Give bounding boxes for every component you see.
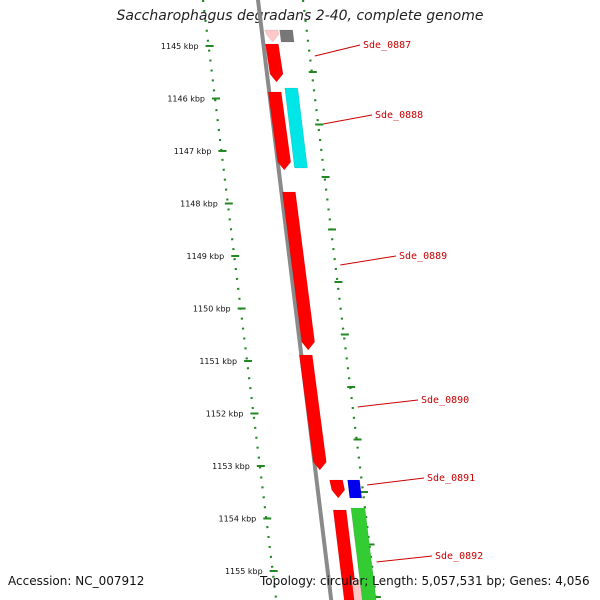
misc-feature-blue	[347, 479, 363, 499]
dotted-guide-lines	[201, 0, 378, 600]
cds-arrow-partial	[264, 29, 280, 43]
cds-arrow-sde0891	[329, 479, 346, 499]
leader-line	[367, 477, 425, 486]
tick-label: 1154 kbp	[219, 515, 257, 524]
tick-label: 1152 kbp	[206, 410, 244, 419]
gene-label: Sde_0890	[421, 395, 469, 406]
tick-label: 1145 kbp	[161, 42, 199, 51]
map-title: Saccharophagus degradans 2-40, complete …	[116, 8, 484, 24]
misc-feature-cyan	[284, 87, 308, 169]
cds-arrow-sde0889	[282, 191, 315, 351]
tick-label: 1147 kbp	[174, 147, 212, 156]
scale-ticks: 1145 kbp 1146 kbp 1147 kbp 1148 kbp 1149 kbp…	[161, 42, 381, 598]
cds-arrow-sde0892	[332, 509, 358, 600]
gene-label: Sde_0887	[363, 40, 411, 51]
feature-track	[264, 29, 377, 600]
leader-line	[340, 255, 397, 266]
outer-dotted-line	[301, 0, 378, 600]
cds-arrow-sde0888	[267, 91, 292, 171]
tick-label: 1150 kbp	[193, 305, 231, 314]
inner-dotted-line	[201, 0, 278, 600]
tick-label: 1155 kbp	[225, 567, 263, 576]
tick-label: 1153 kbp	[212, 462, 250, 471]
gene-label: Sde_0891	[427, 473, 475, 484]
tick-label: 1146 kbp	[167, 95, 205, 104]
accession-text: Accession: NC_007912	[8, 574, 145, 588]
tick-label: 1148 kbp	[180, 200, 218, 209]
leader-line	[314, 44, 361, 57]
gene-label: Sde_0888	[375, 110, 423, 121]
leader-line	[323, 114, 373, 125]
leader-line	[357, 399, 419, 408]
misc-feature-grey	[279, 29, 295, 43]
leader-line	[376, 555, 433, 563]
topology-text: Topology: circular; Length: 5,057,531 bp…	[260, 574, 590, 588]
gene-label: Sde_0889	[399, 251, 447, 262]
cds-arrow-sde0887	[265, 43, 284, 83]
label-leader-lines: Sde_0887 Sde_0888 Sde_0889 Sde_0890 Sde_0891…	[314, 40, 483, 563]
cds-arrow-light-tail	[351, 579, 363, 600]
tick-label: 1149 kbp	[187, 252, 225, 261]
tick-label: 1151 kbp	[199, 357, 237, 366]
cds-arrow-sde0890	[299, 354, 327, 471]
gene-label: Sde_0892	[435, 551, 483, 562]
